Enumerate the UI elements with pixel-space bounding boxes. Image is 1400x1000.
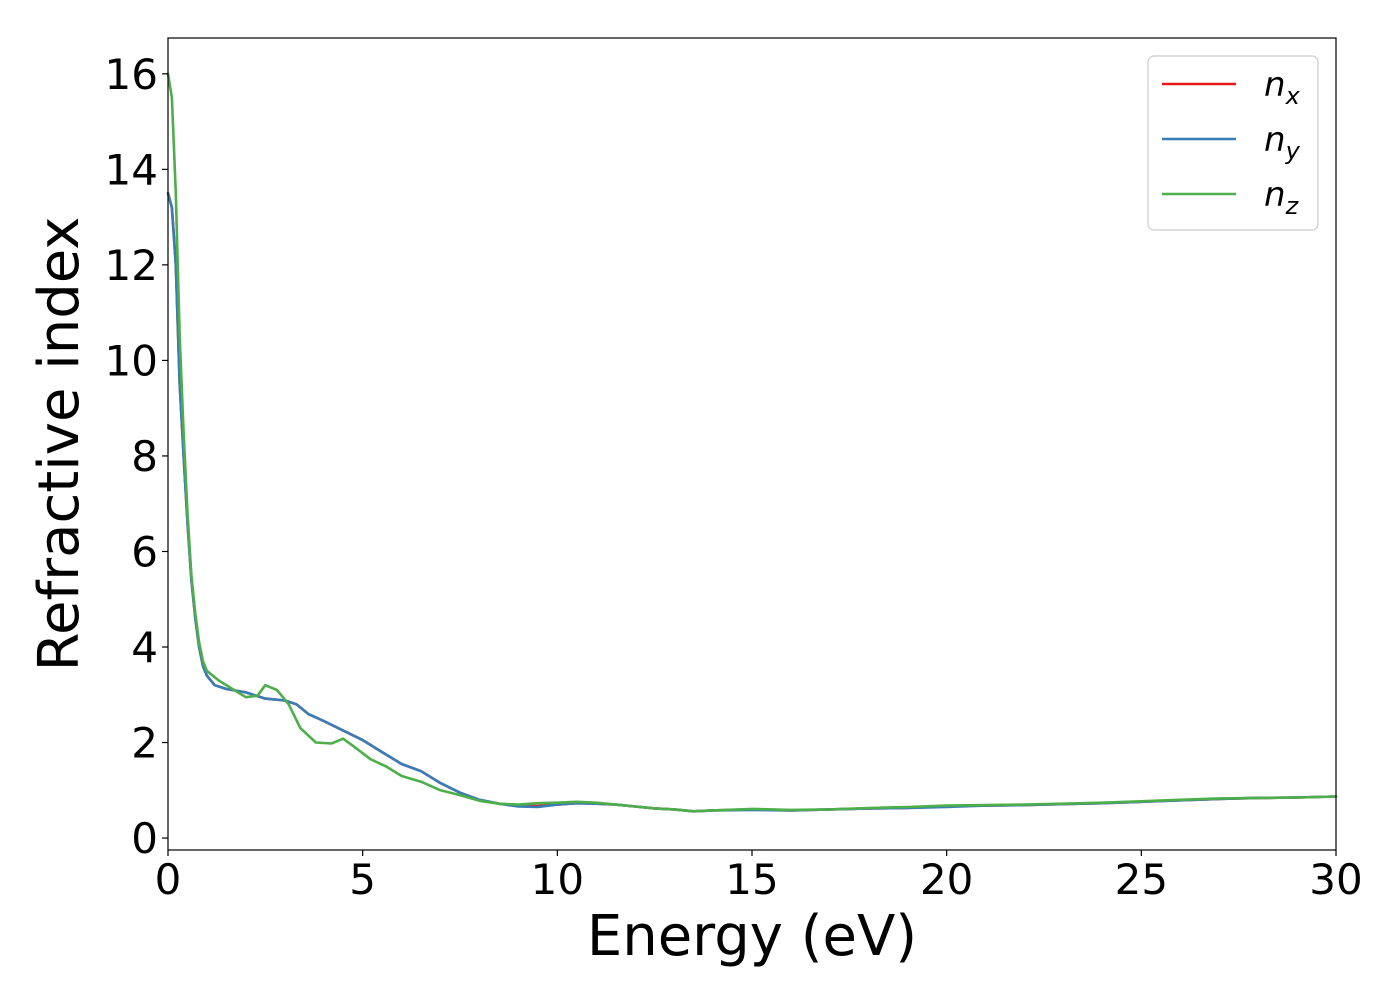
legend-label-main: n xyxy=(1264,120,1286,160)
y-tick-label: 2 xyxy=(131,719,158,768)
y-tick-label: 16 xyxy=(105,50,158,99)
series-line-nz xyxy=(166,72,1338,813)
x-tick-label: 10 xyxy=(531,855,584,904)
x-tick-label: 0 xyxy=(155,855,182,904)
y-tick-label: 8 xyxy=(131,432,158,481)
y-tick-label: 12 xyxy=(105,241,158,290)
y-tick-label: 10 xyxy=(105,336,158,385)
x-tick-label: 15 xyxy=(725,855,778,904)
legend-label-main: n xyxy=(1264,65,1286,105)
y-tick-label: 14 xyxy=(105,145,158,194)
legend-label: ny xyxy=(1264,120,1301,165)
legend-label-subscript: y xyxy=(1285,137,1301,165)
y-axis-title: Refractive index xyxy=(27,217,92,672)
y-axis: 0 2 4 6 8 10 12 14 16 xyxy=(105,50,168,863)
legend-label-subscript: x xyxy=(1285,82,1301,110)
legend-box xyxy=(1147,55,1319,231)
y-tick-label: 4 xyxy=(131,623,158,672)
series-layer xyxy=(166,72,1338,813)
legend-label: nx xyxy=(1264,65,1301,110)
y-tick-label: 6 xyxy=(131,527,158,576)
x-tick-label: 20 xyxy=(920,855,973,904)
x-axis: 0 5 10 15 20 25 30 xyxy=(155,850,1363,904)
x-axis-title: Energy (eV) xyxy=(587,904,917,969)
x-tick-label: 5 xyxy=(349,855,376,904)
legend-label-main: n xyxy=(1264,175,1286,215)
legend-label-subscript: z xyxy=(1285,192,1300,220)
y-tick-label: 0 xyxy=(131,814,158,863)
x-tick-label: 25 xyxy=(1115,855,1168,904)
legend-label: nz xyxy=(1264,175,1300,220)
x-tick-label: 30 xyxy=(1309,855,1362,904)
